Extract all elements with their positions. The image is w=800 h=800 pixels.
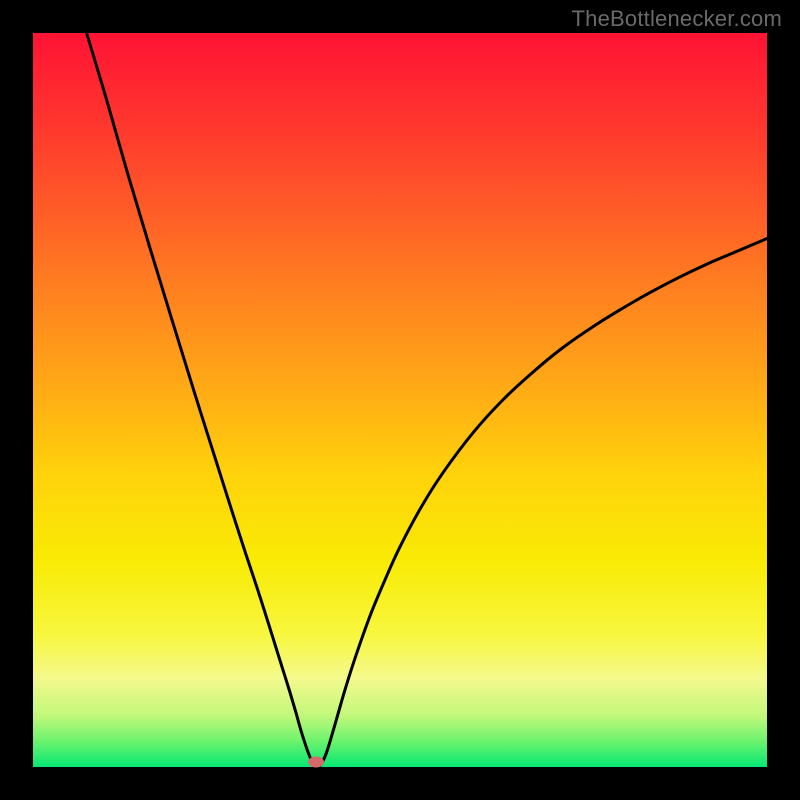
watermark-label: TheBottlenecker.com (572, 6, 782, 32)
chart-minimum-marker (308, 756, 324, 767)
chart-curve (33, 33, 767, 767)
chart-plot-area (33, 33, 767, 767)
